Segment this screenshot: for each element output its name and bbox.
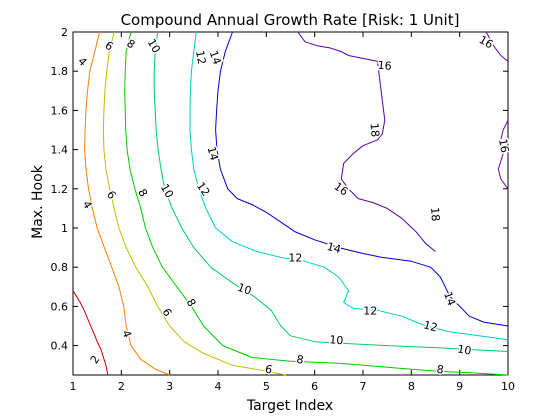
y-tick-label: 0.8 [51,261,69,274]
contour-line-12 [189,31,509,341]
x-tick-label: 9 [456,380,463,393]
contour-label: 4 [119,329,134,340]
plot-area: 1 2 3 4 5 6 7 8 9 100.40.60.811.21.41.61.82244466… [51,26,516,393]
y-tick-label: 1 [61,222,68,235]
contour-label: 10 [456,342,472,357]
contour-line-14 [215,31,509,327]
contour-label: 12 [422,318,439,334]
contour-line-8 [124,31,509,376]
contour-label: 2 [88,353,103,366]
contour-label: 4 [75,55,89,69]
y-tick-label: 0.4 [51,340,69,353]
y-axis-label: Max. Hook [30,164,46,239]
contour-label: 16 [377,59,392,73]
contour-label: 12 [288,251,302,264]
y-tick-label: 2 [61,26,68,39]
contour-label: 14 [207,49,224,67]
contour-label: 18 [368,122,382,137]
contour-label: 8 [124,37,137,52]
contour-line-16 [297,31,436,252]
contour-label: 16 [477,33,496,51]
contour-label: 10 [329,333,344,347]
contour-label: 6 [103,39,116,54]
contour-label: 12 [193,50,208,66]
y-tick-label: 1.4 [51,144,69,157]
y-tick-label: 1.2 [51,183,69,196]
contour-label: 14 [441,290,458,308]
contour-line-10 [153,31,509,352]
contour-line-18 [485,31,509,62]
x-tick-label: 4 [215,380,222,393]
y-tick-label: 1.8 [51,65,69,78]
contour-label: 12 [194,180,213,199]
x-tick-label: 10 [501,380,515,393]
contour-label: 8 [296,353,305,367]
contour-label: 16 [332,180,351,199]
contour-label: 10 [236,281,254,298]
y-tick-label: 1.6 [51,104,69,117]
x-tick-label: 1 [70,380,77,393]
contour-label: 10 [158,182,176,201]
x-tick-label: 2 [118,380,125,393]
plot-frame [72,31,509,376]
contour-label: 14 [205,145,221,162]
x-tick-label: 7 [360,380,367,393]
x-tick-label: 6 [311,380,318,393]
x-tick-label: 3 [166,380,173,393]
contour-label: 12 [363,304,377,317]
x-tick-label: 8 [408,380,415,393]
contour-label: 10 [145,37,163,56]
contour-label: 14 [325,240,342,256]
contour-line-4 [84,31,170,376]
x-axis-label: Target Index [246,398,333,414]
contour-line-18 [497,119,509,190]
chart-title: Compound Annual Growth Rate [Risk: 1 Uni… [121,11,460,29]
x-tick-label: 5 [263,380,270,393]
contour-label: 16 [496,138,511,154]
contour-line-2 [72,290,109,376]
y-tick-label: 0.6 [51,300,69,313]
contour-label: 6 [159,306,174,319]
contour-label: 6 [104,188,119,201]
contour-line-6 [102,31,286,376]
contour-label: 18 [428,207,442,222]
